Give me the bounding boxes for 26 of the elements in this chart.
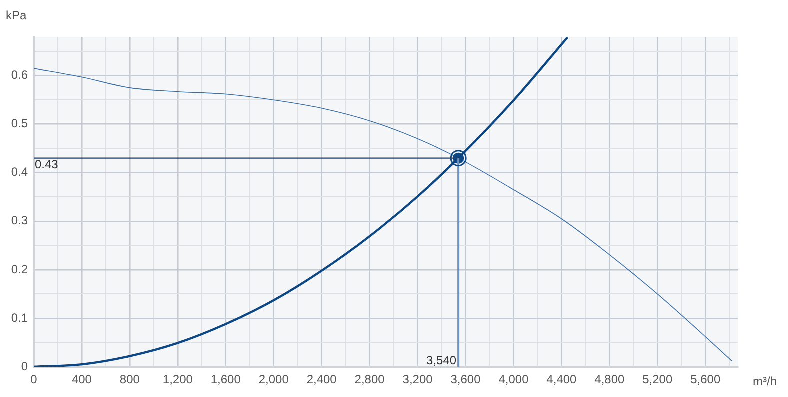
x-axis-title: m³/h	[753, 374, 777, 388]
ref-line-label: 3,540	[426, 353, 457, 368]
y-tick-label: 0.2	[11, 262, 28, 276]
y-tick-label: 0	[21, 359, 28, 374]
y-tick-label: 0.4	[11, 165, 28, 180]
y-tick-label: 0.5	[11, 116, 28, 131]
x-tick-label: 800	[120, 372, 140, 387]
x-tick-label: 3,600	[450, 372, 482, 387]
x-tick-label: 400	[72, 372, 92, 387]
x-tick-label: 4,000	[498, 372, 530, 387]
y-tick-label: 0.1	[11, 310, 28, 325]
ref-line-label: 0.43	[35, 158, 59, 172]
x-tick-label: 5,600	[690, 372, 721, 387]
x-tick-label: 3,200	[402, 372, 434, 387]
y-tick-label: 0.3	[11, 214, 28, 228]
x-tick-label: 2,800	[354, 372, 386, 387]
x-tick-label: 5,200	[642, 372, 673, 387]
x-tick-label: 2,000	[258, 372, 290, 387]
x-tick-label: 2,400	[306, 372, 338, 387]
y-axis-title: kPa	[6, 8, 28, 22]
x-tick-label: 1,200	[162, 372, 194, 387]
x-tick-label: 0	[30, 372, 38, 387]
y-tick-label: 0.6	[11, 68, 28, 82]
x-tick-label: 4,800	[594, 372, 626, 387]
x-tick-label: 1,600	[210, 372, 242, 387]
x-tick-label: 4,400	[546, 372, 578, 387]
